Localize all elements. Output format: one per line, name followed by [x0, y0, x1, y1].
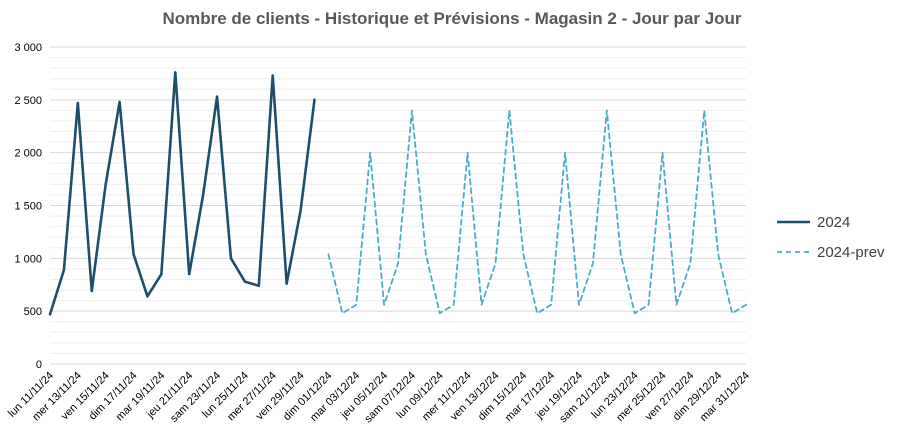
y-tick-label: 500: [24, 306, 42, 318]
legend-label: 2024: [817, 214, 850, 231]
series-line-prevision: [327, 109, 747, 315]
y-axis: 0 500 1 000 1 500 2 000 2 500 3 000: [14, 42, 42, 371]
y-tick-label: 2 000: [14, 148, 42, 160]
y-tick-label: 1 500: [14, 201, 42, 213]
y-tick-label: 1 000: [14, 253, 42, 265]
series-line-historique: [48, 71, 316, 316]
gridlines: [50, 46, 746, 365]
legend: 2024 2024-prev: [777, 214, 885, 261]
chart-title: Nombre de clients - Historique et Prévis…: [162, 9, 741, 28]
y-tick-label: 3 000: [14, 42, 42, 54]
legend-label: 2024-prev: [817, 244, 885, 261]
x-tick-label: mar 31/12/24: [698, 370, 752, 424]
series-lines: [48, 71, 747, 316]
y-tick-label: 0: [36, 359, 42, 371]
y-tick-label: 2 500: [14, 95, 42, 107]
